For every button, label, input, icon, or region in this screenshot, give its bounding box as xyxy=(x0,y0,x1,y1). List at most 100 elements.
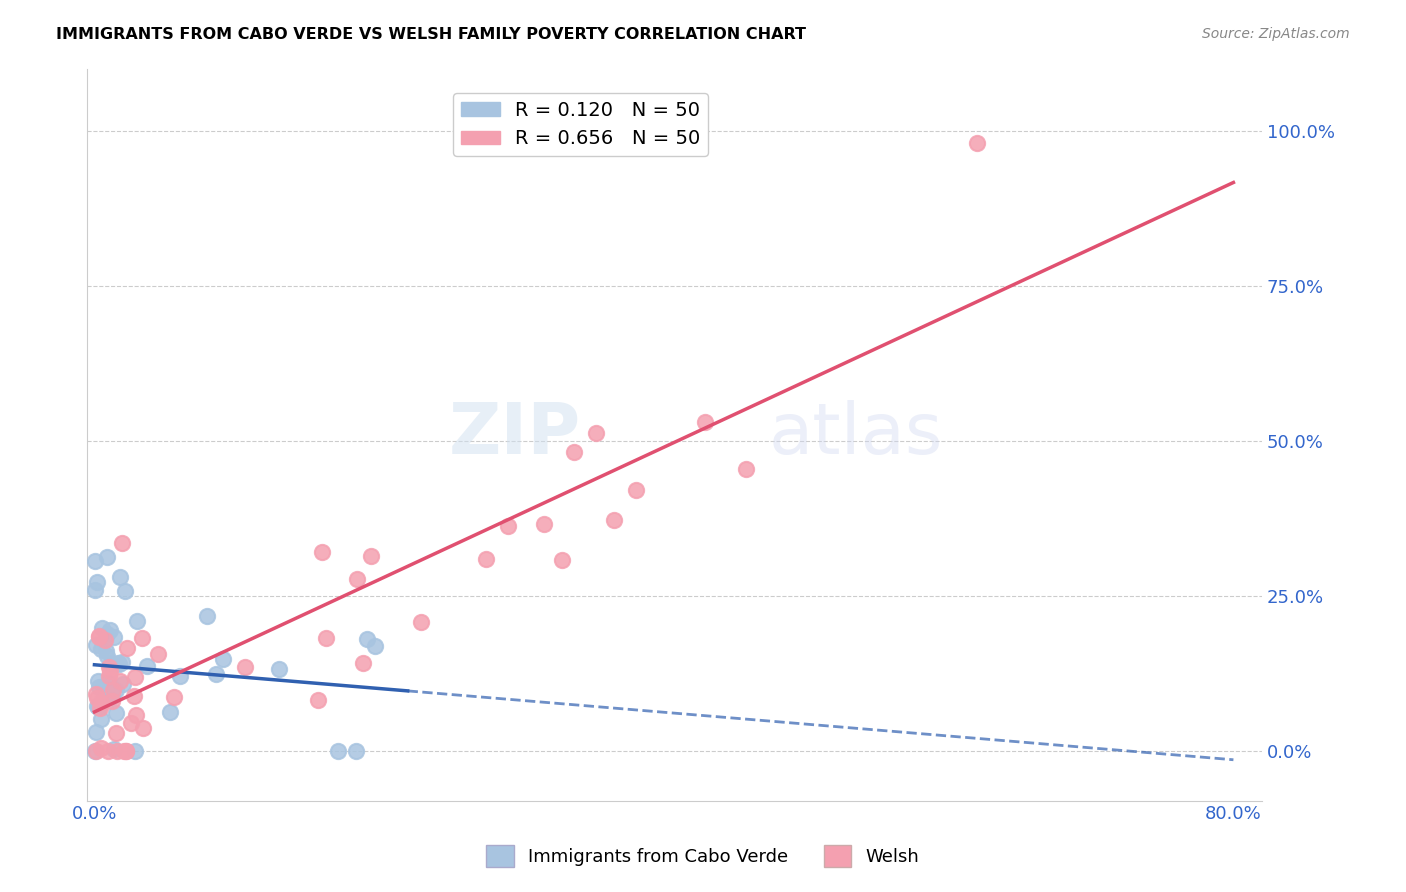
Point xyxy=(356,632,378,646)
Point xyxy=(86,574,108,589)
Legend: Immigrants from Cabo Verde, Welsh: Immigrants from Cabo Verde, Welsh xyxy=(479,838,927,874)
Point xyxy=(344,744,367,758)
Point xyxy=(93,690,115,705)
Point xyxy=(100,683,122,698)
Point xyxy=(966,136,988,150)
Point xyxy=(97,676,120,690)
Point xyxy=(93,633,115,648)
Point xyxy=(204,666,226,681)
Point xyxy=(97,744,120,758)
Point xyxy=(352,656,374,670)
Text: Source: ZipAtlas.com: Source: ZipAtlas.com xyxy=(1202,27,1350,41)
Point xyxy=(115,744,138,758)
Point xyxy=(120,715,142,730)
Point xyxy=(90,695,112,709)
Point xyxy=(212,652,235,666)
Point xyxy=(103,630,125,644)
Point xyxy=(98,660,121,674)
Point xyxy=(104,726,127,740)
Point xyxy=(409,615,432,629)
Point xyxy=(90,642,112,657)
Point xyxy=(112,676,135,690)
Point xyxy=(169,669,191,683)
Text: atlas: atlas xyxy=(769,401,943,469)
Point xyxy=(267,662,290,676)
Point xyxy=(104,706,127,721)
Point xyxy=(108,657,131,671)
Point xyxy=(315,631,337,645)
Point xyxy=(86,699,108,714)
Point xyxy=(326,744,349,758)
Point xyxy=(89,700,111,714)
Point xyxy=(585,426,607,441)
Point xyxy=(135,659,157,673)
Point xyxy=(103,742,125,756)
Point xyxy=(148,648,170,662)
Point xyxy=(496,519,519,533)
Point xyxy=(86,699,108,714)
Point xyxy=(84,638,107,652)
Point xyxy=(84,725,107,739)
Point xyxy=(363,639,385,653)
Point xyxy=(89,698,111,712)
Point xyxy=(93,679,115,693)
Point xyxy=(87,629,110,643)
Point xyxy=(108,674,131,689)
Point xyxy=(103,683,125,698)
Point xyxy=(100,690,122,704)
Point xyxy=(127,614,149,628)
Legend: R = 0.120   N = 50, R = 0.656   N = 50: R = 0.120 N = 50, R = 0.656 N = 50 xyxy=(453,93,709,156)
Point xyxy=(96,627,118,641)
Point xyxy=(96,649,118,664)
Point xyxy=(96,549,118,564)
Point xyxy=(101,682,124,697)
Point xyxy=(86,690,108,705)
Point xyxy=(98,623,121,637)
Point xyxy=(307,693,329,707)
Point xyxy=(124,670,146,684)
Point xyxy=(84,554,107,568)
Point xyxy=(84,582,107,597)
Point xyxy=(98,664,121,678)
Point xyxy=(346,572,368,586)
Point xyxy=(96,644,118,658)
Point xyxy=(163,690,186,704)
Point xyxy=(84,744,107,758)
Point xyxy=(125,708,148,723)
Point xyxy=(108,570,131,584)
Point xyxy=(105,744,128,758)
Point xyxy=(562,444,585,458)
Point xyxy=(97,669,120,683)
Point xyxy=(475,552,498,566)
Point xyxy=(195,609,218,624)
Point xyxy=(100,689,122,703)
Point xyxy=(115,641,138,656)
Point xyxy=(233,659,256,673)
Point xyxy=(603,513,626,527)
Point xyxy=(551,553,574,567)
Point xyxy=(87,630,110,644)
Point xyxy=(115,744,138,758)
Point xyxy=(735,462,758,476)
Point xyxy=(360,549,382,564)
Point xyxy=(110,536,132,550)
Point xyxy=(100,656,122,670)
Point xyxy=(132,721,155,735)
Point xyxy=(107,656,129,670)
Point xyxy=(90,713,112,727)
Point xyxy=(90,740,112,755)
Text: IMMIGRANTS FROM CABO VERDE VS WELSH FAMILY POVERTY CORRELATION CHART: IMMIGRANTS FROM CABO VERDE VS WELSH FAMI… xyxy=(56,27,806,42)
Point xyxy=(105,683,128,698)
Point xyxy=(84,744,107,758)
Point xyxy=(112,744,135,758)
Point xyxy=(87,674,110,689)
Point xyxy=(159,705,181,719)
Point xyxy=(131,631,153,645)
Point xyxy=(311,545,333,559)
Point xyxy=(84,687,107,701)
Point xyxy=(124,744,146,758)
Point xyxy=(624,483,647,497)
Point xyxy=(122,690,145,704)
Text: ZIP: ZIP xyxy=(449,401,581,469)
Point xyxy=(533,517,555,532)
